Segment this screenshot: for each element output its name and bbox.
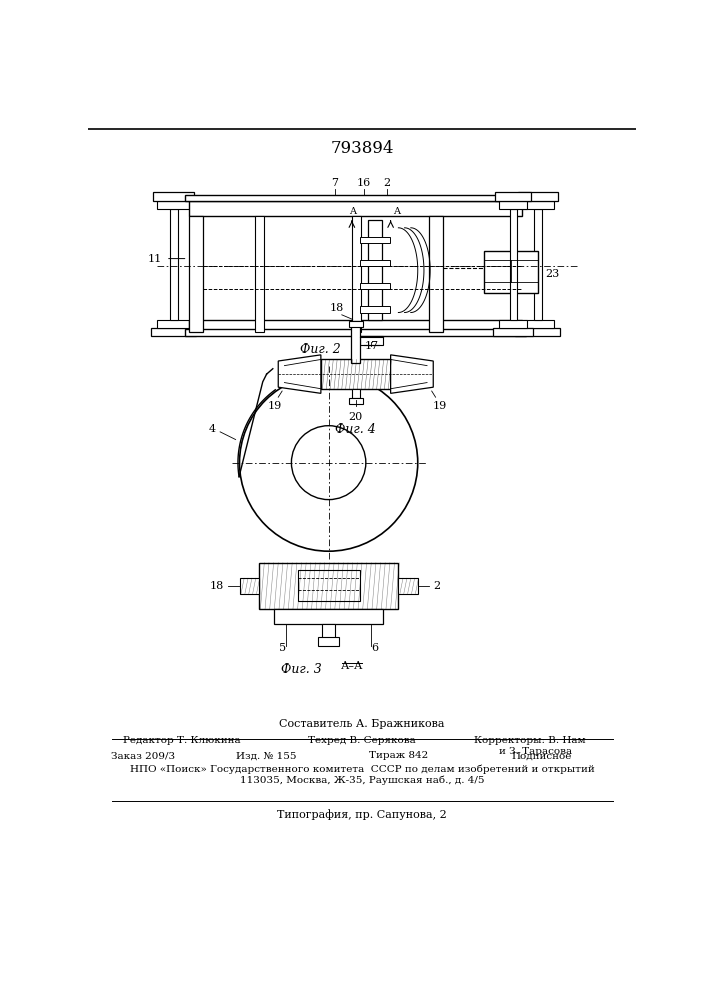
Polygon shape <box>391 355 433 393</box>
Text: 18: 18 <box>329 303 344 313</box>
FancyBboxPatch shape <box>361 237 390 243</box>
Text: 113035, Москва, Ж-35, Раушская наб., д. 4/5: 113035, Москва, Ж-35, Раушская наб., д. … <box>240 775 484 785</box>
FancyBboxPatch shape <box>298 570 360 601</box>
Text: 16: 16 <box>356 178 370 188</box>
FancyBboxPatch shape <box>349 321 363 327</box>
Text: НПО «Поиск» Государственного комитета  СССР по делам изобретений и открытий: НПО «Поиск» Государственного комитета СС… <box>129 764 595 774</box>
FancyBboxPatch shape <box>518 192 558 201</box>
FancyBboxPatch shape <box>361 283 390 289</box>
FancyBboxPatch shape <box>499 201 527 209</box>
FancyBboxPatch shape <box>255 216 264 332</box>
Text: 2: 2 <box>383 178 390 188</box>
Text: A: A <box>349 207 356 216</box>
FancyBboxPatch shape <box>351 321 361 363</box>
Text: Фиг. 3: Фиг. 3 <box>281 663 322 676</box>
Ellipse shape <box>291 426 366 500</box>
FancyBboxPatch shape <box>515 328 561 336</box>
FancyBboxPatch shape <box>361 260 390 266</box>
Polygon shape <box>279 355 321 393</box>
FancyBboxPatch shape <box>158 201 190 209</box>
FancyBboxPatch shape <box>151 328 196 336</box>
FancyBboxPatch shape <box>352 389 360 398</box>
Text: Фиг. 4: Фиг. 4 <box>335 423 376 436</box>
FancyBboxPatch shape <box>189 320 522 332</box>
Text: Заказ 209/3: Заказ 209/3 <box>110 751 175 760</box>
Text: 6: 6 <box>372 643 379 653</box>
Text: А–А: А–А <box>341 661 363 671</box>
FancyBboxPatch shape <box>352 216 361 332</box>
FancyBboxPatch shape <box>522 320 554 328</box>
FancyBboxPatch shape <box>522 201 554 209</box>
FancyBboxPatch shape <box>493 328 533 336</box>
Text: 11: 11 <box>148 254 162 264</box>
FancyBboxPatch shape <box>322 624 335 638</box>
Text: Составитель А. Бражникова: Составитель А. Бражникова <box>279 719 445 729</box>
Text: 7: 7 <box>332 178 339 188</box>
FancyBboxPatch shape <box>170 209 177 320</box>
FancyBboxPatch shape <box>429 216 443 332</box>
FancyBboxPatch shape <box>317 637 339 646</box>
FancyBboxPatch shape <box>398 578 418 594</box>
Text: и З. Тарасова: и З. Тарасова <box>499 747 572 756</box>
Text: 20: 20 <box>349 412 363 422</box>
FancyBboxPatch shape <box>153 192 194 201</box>
FancyBboxPatch shape <box>189 201 522 216</box>
Text: 19: 19 <box>267 401 281 411</box>
FancyBboxPatch shape <box>259 563 398 609</box>
Text: 2: 2 <box>433 581 440 591</box>
FancyBboxPatch shape <box>158 320 190 328</box>
FancyBboxPatch shape <box>240 578 259 594</box>
FancyBboxPatch shape <box>360 336 383 345</box>
Text: 5: 5 <box>279 643 286 653</box>
Text: A: A <box>393 207 400 216</box>
Text: Корректоры: В. Нам: Корректоры: В. Нам <box>474 736 586 745</box>
FancyBboxPatch shape <box>274 609 383 624</box>
Text: Подписное: Подписное <box>512 751 572 760</box>
FancyBboxPatch shape <box>495 192 531 201</box>
FancyBboxPatch shape <box>484 251 538 293</box>
FancyBboxPatch shape <box>368 220 382 320</box>
Text: 23: 23 <box>546 269 560 279</box>
FancyBboxPatch shape <box>361 306 390 312</box>
Text: 19: 19 <box>432 401 447 411</box>
FancyBboxPatch shape <box>499 320 527 328</box>
FancyBboxPatch shape <box>185 195 526 201</box>
Text: Изд. № 155: Изд. № 155 <box>236 751 297 760</box>
FancyBboxPatch shape <box>189 216 203 332</box>
Text: 17: 17 <box>364 341 378 351</box>
Text: Фиг. 2: Фиг. 2 <box>300 343 341 356</box>
Text: 18: 18 <box>210 581 224 591</box>
FancyBboxPatch shape <box>534 209 542 320</box>
Ellipse shape <box>240 374 418 551</box>
Text: Редактор Т. Клюкина: Редактор Т. Клюкина <box>122 736 240 745</box>
Text: Техред В. Серякова: Техред В. Серякова <box>308 736 416 745</box>
FancyBboxPatch shape <box>349 398 363 404</box>
Text: 793894: 793894 <box>330 140 394 157</box>
Text: Типография, пр. Сапунова, 2: Типография, пр. Сапунова, 2 <box>277 809 447 820</box>
FancyBboxPatch shape <box>321 359 391 389</box>
Text: 4: 4 <box>209 424 216 434</box>
Text: Тираж 842: Тираж 842 <box>369 751 428 760</box>
FancyBboxPatch shape <box>185 329 526 336</box>
FancyBboxPatch shape <box>510 209 517 320</box>
